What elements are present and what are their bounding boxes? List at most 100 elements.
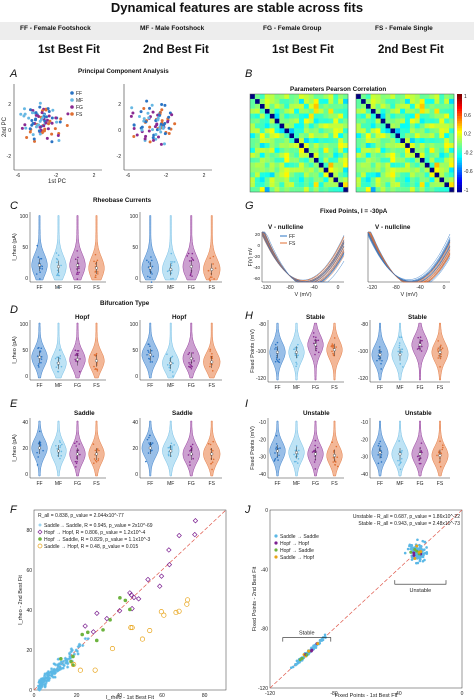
violin-mf-point (294, 346, 297, 349)
heatmap-cell-mirror-0 (269, 182, 275, 188)
heatmap-cell-mirror-1 (405, 98, 411, 104)
violin-y-tick: -10 (259, 420, 266, 426)
rheo-point-saddle-hopf (139, 636, 146, 642)
violin-ff-point (380, 456, 383, 458)
heatmap-cell-mirror-1 (360, 152, 366, 158)
heatmap-cell-mirror-1 (395, 152, 401, 158)
heatmap-cell-mirror-1 (444, 147, 450, 153)
violin-fs-point (440, 348, 443, 351)
heatmap-cell-mirror-0 (323, 172, 329, 178)
heatmap-cell-mirror-1 (395, 94, 401, 100)
violin-fg-point (313, 450, 315, 453)
violin-fs-point (438, 461, 441, 464)
heatmap-cell-mirror-1 (400, 182, 406, 188)
rheo-point-saddle-saddle (65, 659, 69, 663)
heatmap-cell-mirror-1 (439, 147, 445, 153)
heatmap-cell-mirror-0 (264, 182, 270, 188)
pca-point-mf (19, 112, 23, 116)
violin-ff-point (39, 444, 42, 447)
heatmap-cell-mirror-0 (338, 94, 344, 100)
heatmap-cell-mirror-1 (424, 113, 430, 119)
colorbar-segment (457, 187, 462, 190)
colorbar-segment (457, 165, 462, 168)
heatmap-cell-mirror-0 (274, 98, 280, 104)
heatmap-cell-mirror-1 (375, 103, 381, 109)
heatmap-cell-mirror-1 (405, 152, 411, 158)
heatmap-cell-mirror-1 (370, 128, 376, 134)
pca-y-tick: 2 (8, 102, 11, 108)
heatmap-cell-mirror-0 (299, 147, 305, 153)
fp-bracket-unstable (394, 580, 447, 585)
panel-g-sub-right: V - nullcline (375, 224, 411, 231)
violin-fg-point (74, 258, 77, 260)
panel-h-sub-left: Stable (306, 314, 325, 321)
violin-ff-point (38, 366, 40, 368)
violin-fs (88, 215, 105, 281)
pca-point-fg (151, 138, 155, 142)
heatmap-cell-mirror-0 (254, 94, 260, 100)
heatmap-cell-mirror-1 (429, 98, 435, 104)
violin-fg-point (420, 451, 423, 454)
violin-mf-median (169, 449, 173, 453)
heatmap-cell-mirror-0 (264, 128, 270, 134)
heatmap-cell-mirror-0 (318, 94, 324, 100)
violin-mf-point (398, 336, 401, 338)
heatmap-cell-mirror-0 (279, 157, 285, 163)
heatmap-cell-mirror-1 (385, 157, 391, 163)
heatmap-cell-mirror-0 (318, 157, 324, 163)
panel-d-sub-left: Hopf (75, 314, 90, 321)
violin-mf-point (400, 457, 403, 460)
heatmap-cell-mirror-0 (289, 128, 295, 134)
pca-point-mf (57, 139, 61, 143)
heatmap-cell-mirror-0 (259, 187, 265, 193)
violin-mf-point (296, 363, 298, 365)
violin-ff-point (150, 349, 153, 352)
heatmap-cell-mirror-0 (259, 133, 265, 139)
violin-fs-point (332, 451, 335, 453)
heatmap-cell-mirror-0 (264, 187, 270, 193)
heatmap-cell-0 (303, 147, 309, 153)
heatmap-cell-mirror-0 (318, 182, 324, 188)
violin-category-fs: FS (209, 481, 216, 487)
heatmap-cell-mirror-0 (318, 187, 324, 193)
heatmap-cell-mirror-0 (279, 113, 285, 119)
heatmap-cell-mirror-1 (434, 147, 440, 153)
violin-fg-point (418, 462, 421, 465)
heatmap-cell-mirror-1 (414, 172, 420, 178)
heatmap-cell-mirror-0 (328, 157, 334, 163)
heatmap-cell-mirror-0 (308, 162, 314, 168)
pca-legend-label-fs: FS (76, 112, 83, 118)
fp-point-unstable (416, 561, 420, 565)
fp-point-bifurcation (412, 553, 416, 557)
abbr-fs: FS - Female Single (375, 25, 433, 32)
heatmap-cell-mirror-0 (294, 182, 300, 188)
heatmap-cell-mirror-1 (439, 152, 445, 158)
heatmap-cell-mirror-1 (390, 133, 396, 139)
violin-fs-point (438, 354, 440, 357)
heatmap-cell-mirror-0 (294, 143, 300, 149)
rheo-point-hopf-hopf (135, 596, 142, 602)
heatmap-cell-mirror-1 (414, 157, 420, 163)
rheo-point-saddle-hopf (71, 661, 77, 668)
heatmap-cell-mirror-0 (289, 113, 295, 119)
heatmap-cell-mirror-1 (419, 123, 425, 129)
violin-mf-point (399, 468, 402, 471)
violin-y-tick: 0 (135, 374, 138, 380)
fp-point-bifurcation (419, 550, 423, 554)
heatmap-cell-mirror-1 (356, 143, 362, 149)
violin-fs (88, 322, 105, 379)
violin-ff-median (378, 353, 382, 357)
heatmap-cell-mirror-1 (409, 172, 415, 178)
violin-fs-point (209, 257, 212, 259)
heatmap-cell-mirror-1 (429, 108, 435, 114)
violin-ff-point (39, 443, 42, 446)
heatmap-cell-mirror-0 (269, 133, 275, 139)
heatmap-cell-mirror-1 (385, 108, 391, 114)
violin-y-tick: -40 (361, 472, 368, 478)
panel-g-title: Fixed Points, I = -30pA (320, 208, 388, 215)
fp-point-unstable (425, 552, 429, 555)
heatmap-cell-mirror-1 (395, 143, 401, 149)
violin-fs-point (437, 347, 440, 350)
heatmap-cell-mirror-0 (328, 143, 334, 149)
fp-point-stable (289, 666, 293, 669)
